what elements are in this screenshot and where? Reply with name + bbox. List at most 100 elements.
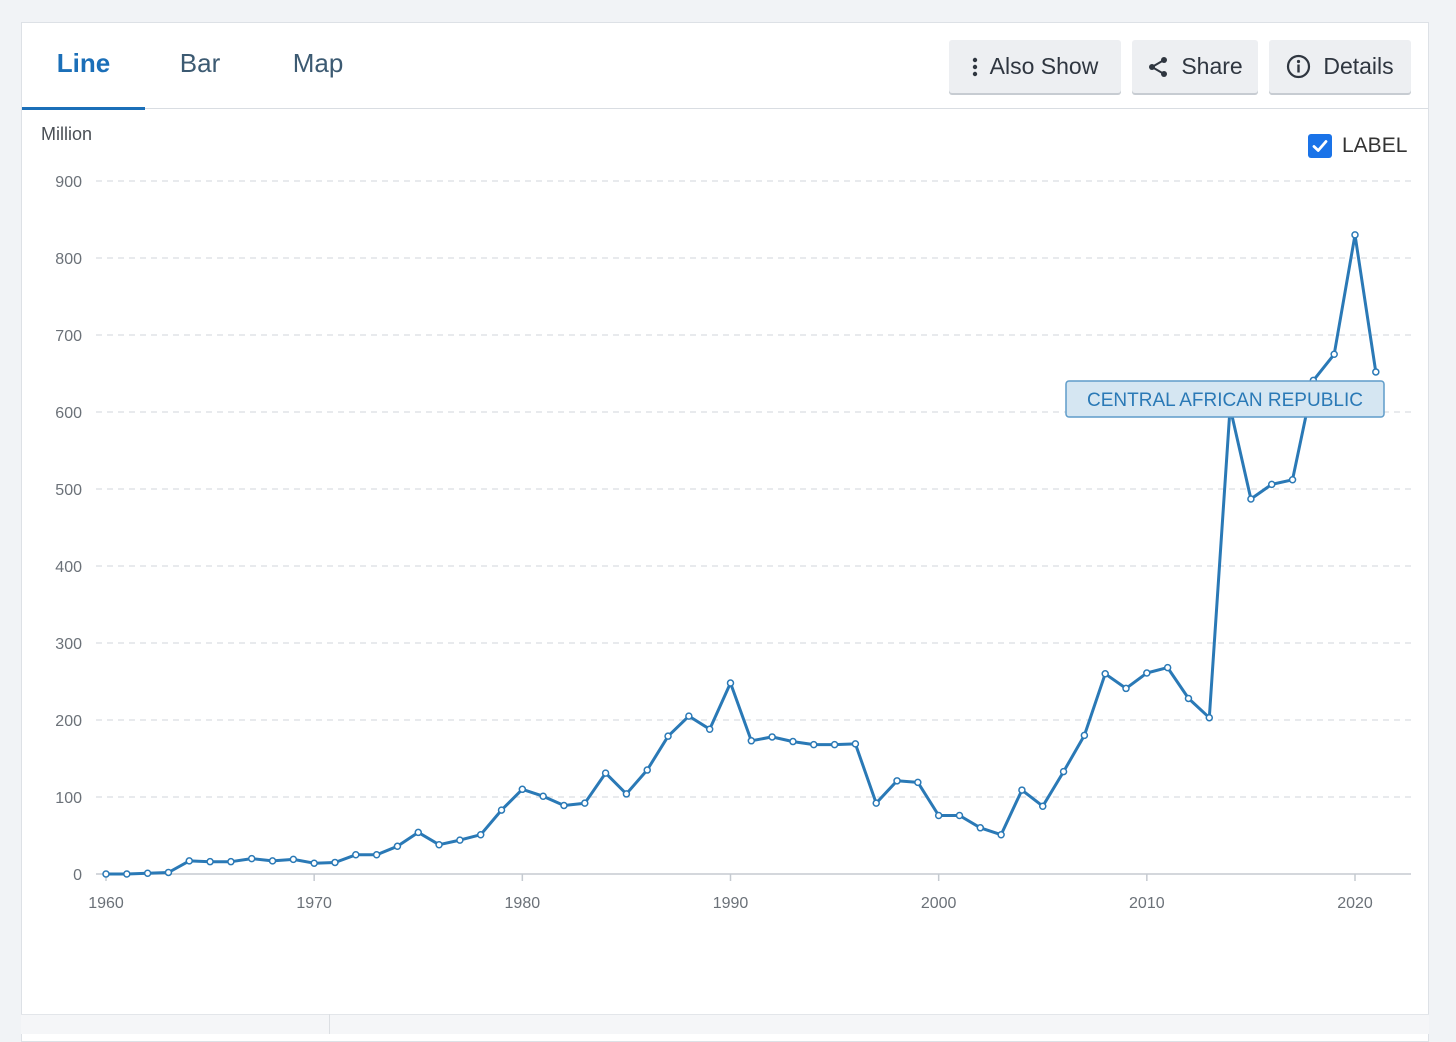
data-point <box>352 851 360 859</box>
data-point <box>1205 713 1214 722</box>
y-tick-label: 600 <box>55 405 82 422</box>
data-point <box>976 824 985 832</box>
data-point <box>768 733 776 741</box>
vertical-dots-icon <box>972 57 978 77</box>
data-point <box>705 725 714 733</box>
data-point <box>1018 786 1026 794</box>
x-axis: 1960 1970 1980 1990 2000 2010 2020 <box>88 873 1411 912</box>
data-point <box>539 792 547 800</box>
label-checkbox[interactable] <box>1308 134 1332 158</box>
data-point <box>102 870 110 878</box>
data-point <box>164 868 173 877</box>
data-point <box>1059 767 1068 776</box>
y-tick-label: 800 <box>55 251 82 268</box>
x-tick-label: 2010 <box>1129 895 1165 912</box>
details-button[interactable]: Details <box>1269 40 1411 93</box>
data-point <box>456 836 464 844</box>
data-point <box>310 859 318 867</box>
data-point <box>830 740 839 749</box>
y-tick-label: 200 <box>55 713 82 730</box>
data-point <box>560 801 568 810</box>
data-point <box>331 858 339 867</box>
data-point <box>1330 350 1338 358</box>
data-point <box>227 857 235 866</box>
data-point <box>247 854 256 863</box>
data-point <box>289 855 298 864</box>
data-point <box>393 842 402 851</box>
data-point <box>1122 684 1130 693</box>
data-point <box>1372 368 1380 376</box>
data-point <box>185 857 194 865</box>
data-point <box>1267 480 1276 489</box>
data-point <box>934 811 943 820</box>
data-point <box>789 737 797 746</box>
details-label: Details <box>1323 53 1394 79</box>
share-icon <box>1147 56 1169 78</box>
data-point <box>414 828 422 837</box>
data-point <box>1247 495 1255 503</box>
data-point <box>851 740 860 748</box>
data-point <box>747 737 756 745</box>
tab-map[interactable]: Map <box>292 48 344 78</box>
checkmark-icon <box>1312 140 1328 152</box>
data-point <box>268 857 277 865</box>
data-point <box>581 799 589 807</box>
data-point <box>1080 731 1089 740</box>
data-point <box>643 766 651 774</box>
tab-bar[interactable]: Bar <box>179 48 221 78</box>
y-tick-label: 900 <box>55 174 82 191</box>
annotation-label: CENTRAL AFRICAN REPUBLIC <box>1087 390 1363 411</box>
data-point <box>518 785 527 794</box>
y-axis-unit-label: Million <box>41 124 93 144</box>
x-tick-label: 1980 <box>505 895 541 912</box>
data-point <box>622 790 631 798</box>
label-toggle[interactable]: LABEL <box>1308 134 1407 158</box>
data-point <box>601 769 610 777</box>
data-point <box>1143 669 1151 677</box>
y-axis-ticks: 0 100 200 300 400 500 600 700 800 900 <box>55 174 82 884</box>
y-tick-label: 700 <box>55 328 82 345</box>
data-point <box>664 732 672 740</box>
x-tick-label: 2020 <box>1337 895 1373 912</box>
info-icon <box>1286 54 1311 79</box>
share-button[interactable]: Share <box>1132 40 1258 93</box>
x-tick-label: 1970 <box>296 895 332 912</box>
data-point <box>497 806 506 814</box>
data-point <box>123 870 131 878</box>
tab-line[interactable]: Line <box>22 23 145 110</box>
data-point <box>143 869 152 877</box>
y-tick-label: 100 <box>55 790 82 807</box>
data-point <box>955 811 964 820</box>
line-chart: 0 100 200 300 400 500 600 700 800 900 1960 1970 198… <box>55 174 1411 912</box>
data-point <box>1184 694 1193 703</box>
bottom-panel <box>21 1014 1429 1034</box>
data-point <box>435 840 443 849</box>
data-point <box>1101 670 1109 678</box>
series-group <box>102 231 1380 878</box>
data-point <box>685 712 693 720</box>
also-show-button[interactable]: Also Show <box>949 40 1121 93</box>
y-tick-label: 0 <box>73 867 82 884</box>
x-tick-label: 1960 <box>88 895 124 912</box>
label-toggle-text: LABEL <box>1342 134 1408 157</box>
data-point <box>997 830 1005 839</box>
y-tick-label: 400 <box>55 559 82 576</box>
chart-card: Line Bar Map Also Show Share <box>21 22 1429 1042</box>
data-point <box>810 740 818 749</box>
data-point <box>476 830 485 839</box>
bottom-divider <box>329 1014 330 1034</box>
share-label: Share <box>1181 53 1243 79</box>
data-point <box>372 851 381 859</box>
x-tick-label: 1990 <box>713 895 749 912</box>
annotation-box <box>1065 380 1385 418</box>
data-point <box>1351 231 1359 239</box>
x-tick-label: 2000 <box>921 895 957 912</box>
data-point <box>726 679 735 687</box>
series-annotation: CENTRAL AFRICAN REPUBLIC <box>1065 380 1385 418</box>
y-tick-label: 500 <box>55 482 82 499</box>
grid-lines <box>96 180 1411 798</box>
series-line <box>106 233 1378 876</box>
y-tick-label: 300 <box>55 636 82 653</box>
data-point <box>1163 663 1172 672</box>
data-point <box>914 778 922 787</box>
